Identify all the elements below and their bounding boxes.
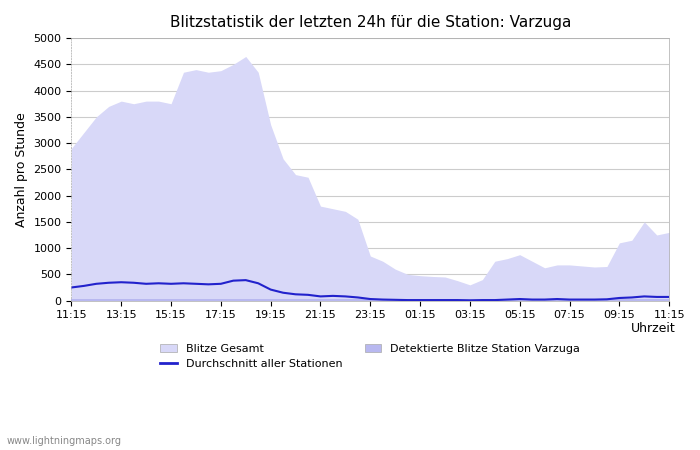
X-axis label: Uhrzeit: Uhrzeit bbox=[631, 322, 676, 335]
Y-axis label: Anzahl pro Stunde: Anzahl pro Stunde bbox=[15, 112, 28, 227]
Text: www.lightningmaps.org: www.lightningmaps.org bbox=[7, 436, 122, 446]
Title: Blitzstatistik der letzten 24h für die Station: Varzuga: Blitzstatistik der letzten 24h für die S… bbox=[169, 15, 571, 30]
Legend: Blitze Gesamt, Durchschnitt aller Stationen, Detektierte Blitze Station Varzuga: Blitze Gesamt, Durchschnitt aller Statio… bbox=[156, 339, 584, 374]
